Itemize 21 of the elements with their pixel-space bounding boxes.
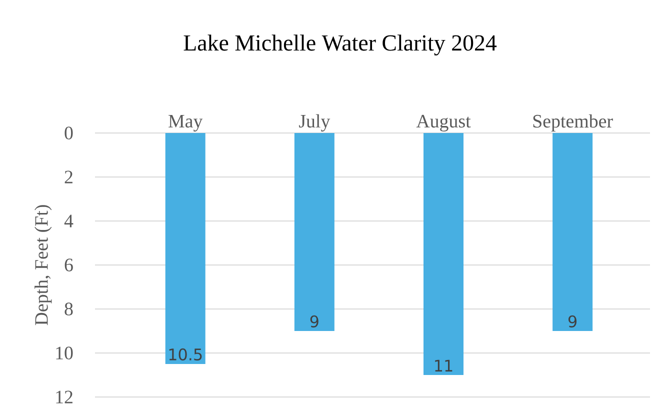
- y-tick-label: 0: [64, 126, 73, 140]
- x-tick-label: May: [168, 115, 203, 132]
- y-tick-label: 10: [56, 346, 73, 360]
- data-label: 10.5: [169, 348, 202, 360]
- y-tick-label: 8: [64, 302, 73, 316]
- y-tick-label: 4: [64, 214, 74, 228]
- y-axis-title: Depth, Feet (Ft): [34, 205, 52, 326]
- bar: [165, 133, 206, 364]
- data-label: 9: [310, 315, 318, 328]
- x-tick-label: September: [533, 114, 613, 132]
- y-tick-label: 6: [64, 258, 73, 272]
- bar: [423, 133, 464, 376]
- bar: [552, 133, 593, 332]
- x-tick-label: July: [299, 114, 330, 132]
- y-tick-label: 2: [64, 170, 72, 184]
- x-tick-label: August: [416, 114, 471, 132]
- y-tick-label: 12: [56, 390, 72, 404]
- data-label: 9: [568, 315, 577, 328]
- bar: [294, 133, 334, 332]
- data-label: 11: [435, 360, 452, 372]
- chart-title: Lake Michelle Water Clarity 2024: [184, 34, 497, 56]
